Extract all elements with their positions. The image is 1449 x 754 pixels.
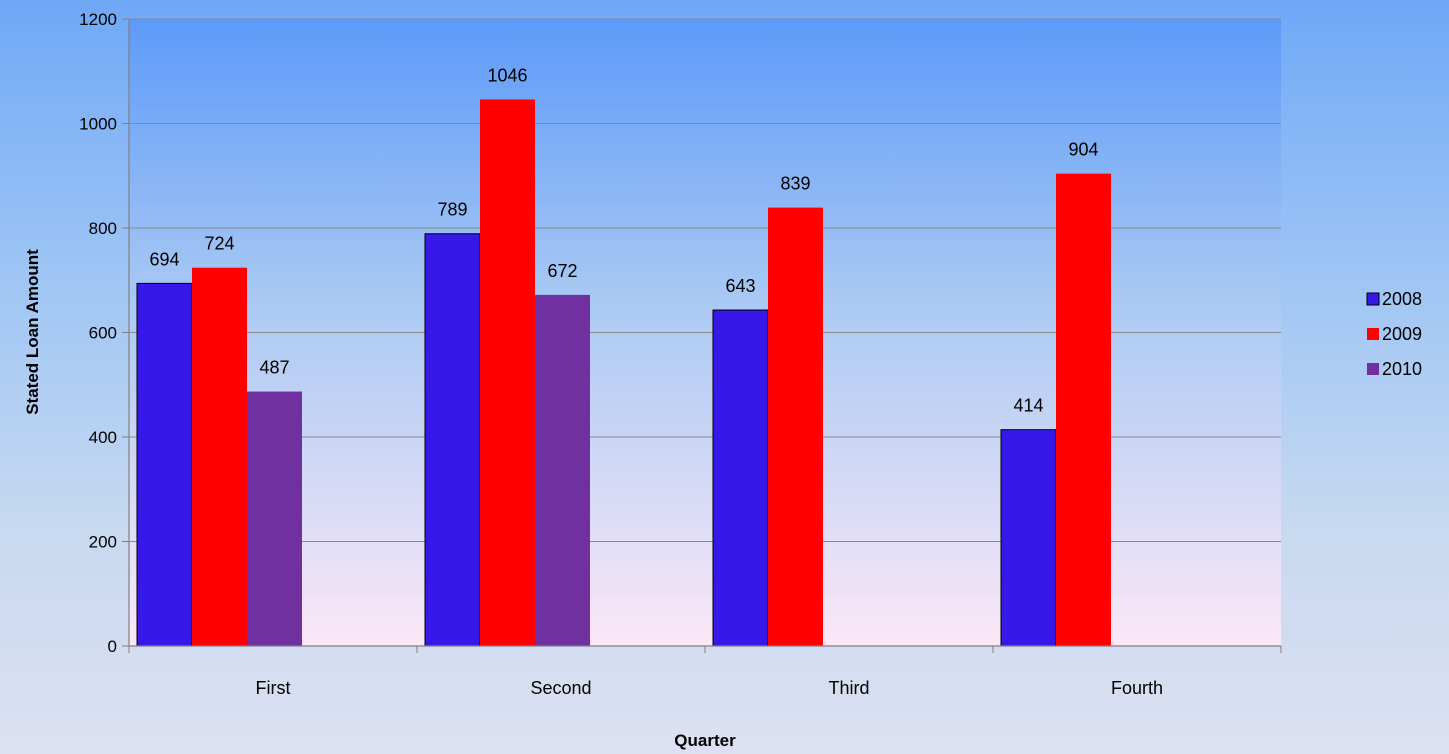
x-category-label: Fourth [1111, 678, 1163, 698]
data-label: 789 [437, 200, 467, 220]
data-label: 904 [1068, 140, 1098, 160]
x-category-label: First [256, 678, 291, 698]
y-tick-label: 1000 [79, 115, 117, 134]
legend-label-2008: 2008 [1382, 289, 1422, 309]
bar-2008-third [712, 309, 769, 647]
bar-2008-first [136, 282, 193, 647]
legend: 2008 2009 2010 [1366, 289, 1422, 379]
x-category-label: Second [530, 678, 591, 698]
legend-swatch-2008 [1366, 292, 1380, 306]
bars [136, 99, 1111, 647]
x-category-label: Third [828, 678, 869, 698]
data-label: 672 [547, 261, 577, 281]
bar-2008-second [424, 233, 481, 647]
legend-label-2010: 2010 [1382, 359, 1422, 379]
y-tick-label: 0 [108, 637, 117, 656]
bar-2009-second [480, 99, 535, 647]
bar-2010-second [535, 294, 590, 646]
legend-swatch-2009 [1367, 328, 1379, 340]
bar-2009-fourth [1056, 173, 1111, 646]
gridlines [129, 18, 1281, 542]
data-label: 694 [149, 249, 179, 269]
y-tick-label: 600 [89, 324, 117, 343]
bar-2009-third [768, 207, 823, 646]
y-axis-title: Stated Loan Amount [23, 249, 42, 415]
y-tick-label: 400 [89, 428, 117, 447]
data-label: 643 [725, 276, 755, 296]
y-tick-label: 200 [89, 533, 117, 552]
data-label: 839 [780, 174, 810, 194]
bar-2010-first [247, 391, 302, 646]
axes: 0 200 400 600 800 1000 1200 First Second Third Fou… [79, 10, 1282, 698]
x-axis-title: Quarter [674, 731, 736, 750]
legend-swatch-2010 [1367, 363, 1379, 375]
data-label: 1046 [487, 65, 527, 85]
bar-2009-first [192, 267, 247, 646]
legend-label-2009: 2009 [1382, 324, 1422, 344]
y-tick-label: 1200 [79, 10, 117, 29]
y-tick-label: 800 [89, 219, 117, 238]
data-label: 487 [259, 358, 289, 378]
data-labels: 694 724 487 789 1046 672 643 839 414 904 [149, 65, 1098, 415]
data-label: 414 [1013, 396, 1043, 416]
data-label: 724 [204, 234, 234, 254]
bar-2008-fourth [1000, 429, 1057, 647]
